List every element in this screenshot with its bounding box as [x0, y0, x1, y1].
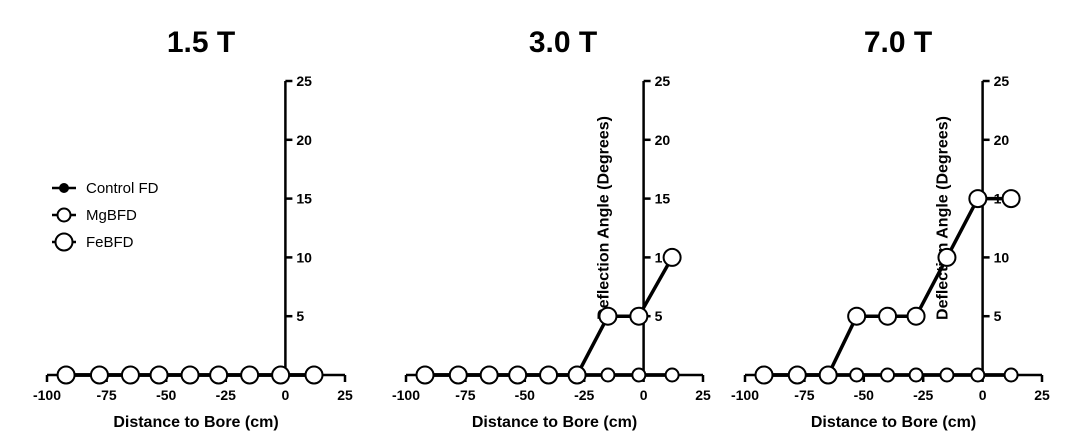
x-tick-label: -100	[33, 387, 61, 403]
data-point	[849, 367, 865, 383]
y-tick-label: 25	[655, 73, 671, 89]
chart-title: 3.0 T	[529, 26, 597, 59]
x-tick-label: -50	[854, 387, 874, 403]
data-point	[539, 365, 559, 385]
x-tick-label: 25	[695, 387, 711, 403]
data-point	[600, 367, 616, 383]
legend: Control FD MgBFD FeBFD	[52, 180, 159, 252]
x-tick-label: -75	[455, 387, 475, 403]
x-axis-label: Distance to Bore (cm)	[811, 414, 976, 431]
data-point	[908, 367, 924, 383]
y-tick-label: 15	[655, 191, 671, 207]
data-point	[818, 365, 838, 385]
x-tick-label: -50	[156, 387, 176, 403]
y-tick-label: 25	[296, 73, 312, 89]
data-point	[209, 365, 229, 385]
data-point	[567, 365, 587, 385]
data-point	[240, 365, 260, 385]
data-point	[304, 365, 324, 385]
data-point	[880, 367, 896, 383]
x-tick-label: -25	[216, 387, 236, 403]
data-point	[631, 367, 647, 383]
x-tick-label: -100	[731, 387, 759, 403]
chart-title: 7.0 T	[864, 26, 932, 59]
data-point	[149, 365, 169, 385]
data-point	[970, 367, 986, 383]
chart-panel-1: 1.5 T -100 -75 -50 -25 0 25 Distance to Bore (c…	[33, 26, 353, 431]
chart-title: 1.5 T	[167, 26, 235, 59]
legend-label: MgBFD	[86, 207, 137, 224]
data-point	[120, 365, 140, 385]
legend-label: FeBFD	[86, 234, 134, 251]
legend-item: FeBFD	[52, 232, 134, 252]
x-axis-label: Distance to Bore (cm)	[113, 414, 278, 431]
y-tick-label: 25	[994, 73, 1010, 89]
legend-item: MgBFD	[52, 207, 137, 224]
y-tick-label: 15	[296, 191, 312, 207]
y-tick-label: 5	[296, 308, 304, 324]
data-point	[847, 306, 867, 326]
legend-marker	[59, 183, 69, 193]
data-point	[598, 306, 618, 326]
data-point	[1001, 189, 1021, 209]
x-tick-label: 25	[1034, 387, 1050, 403]
x-tick-label: -100	[392, 387, 420, 403]
data-point	[448, 365, 468, 385]
data-point	[662, 247, 682, 267]
x-tick-label: 25	[337, 387, 353, 403]
data-point	[508, 365, 528, 385]
y-tick-label: 10	[994, 249, 1010, 265]
data-point	[89, 365, 109, 385]
data-point	[878, 306, 898, 326]
chart-panel-2: 3.0 T -100 -75 -50 -25 0 25 Distance to Bore (c…	[392, 26, 711, 431]
x-tick-label: 0	[282, 387, 290, 403]
data-point	[271, 365, 291, 385]
data-point	[1003, 367, 1019, 383]
legend-item: Control FD	[52, 180, 159, 197]
series-febfd	[415, 247, 682, 385]
legend-marker	[54, 232, 74, 252]
x-tick-label: -75	[96, 387, 116, 403]
series-febfd	[56, 365, 324, 385]
x-tick-label: 0	[640, 387, 648, 403]
y-tick-label: 5	[655, 308, 663, 324]
y-tick-label: 10	[296, 249, 312, 265]
x-tick-label: -75	[794, 387, 814, 403]
x-axis-label: Distance to Bore (cm)	[472, 414, 637, 431]
data-point	[754, 365, 774, 385]
data-point	[664, 367, 680, 383]
x-tick-label: -50	[515, 387, 535, 403]
x-tick-label: -25	[574, 387, 594, 403]
data-point	[968, 189, 988, 209]
y-axis-label: Deflection Angle (Degrees)	[596, 116, 613, 320]
x-tick-label: -25	[913, 387, 933, 403]
y-axis-label: Deflection Angle (Degrees)	[935, 116, 952, 320]
data-point	[415, 365, 435, 385]
data-point	[180, 365, 200, 385]
data-point	[937, 247, 957, 267]
y-tick-label: 20	[994, 132, 1010, 148]
data-point	[629, 306, 649, 326]
data-point	[906, 306, 926, 326]
y-tick-label: 5	[994, 308, 1002, 324]
data-point	[479, 365, 499, 385]
data-point	[787, 365, 807, 385]
series-line	[764, 196, 1012, 377]
y-tick-label: 20	[296, 132, 312, 148]
data-point	[56, 365, 76, 385]
series-febfd	[754, 189, 1021, 385]
data-point	[939, 367, 955, 383]
legend-label: Control FD	[86, 180, 159, 197]
y-tick-label: 20	[655, 132, 671, 148]
x-tick-label: 0	[979, 387, 987, 403]
chart-panel-3: 7.0 T -100 -75 -50 -25 0 25 Distance to Bore (c…	[731, 26, 1050, 431]
legend-marker	[56, 207, 72, 223]
